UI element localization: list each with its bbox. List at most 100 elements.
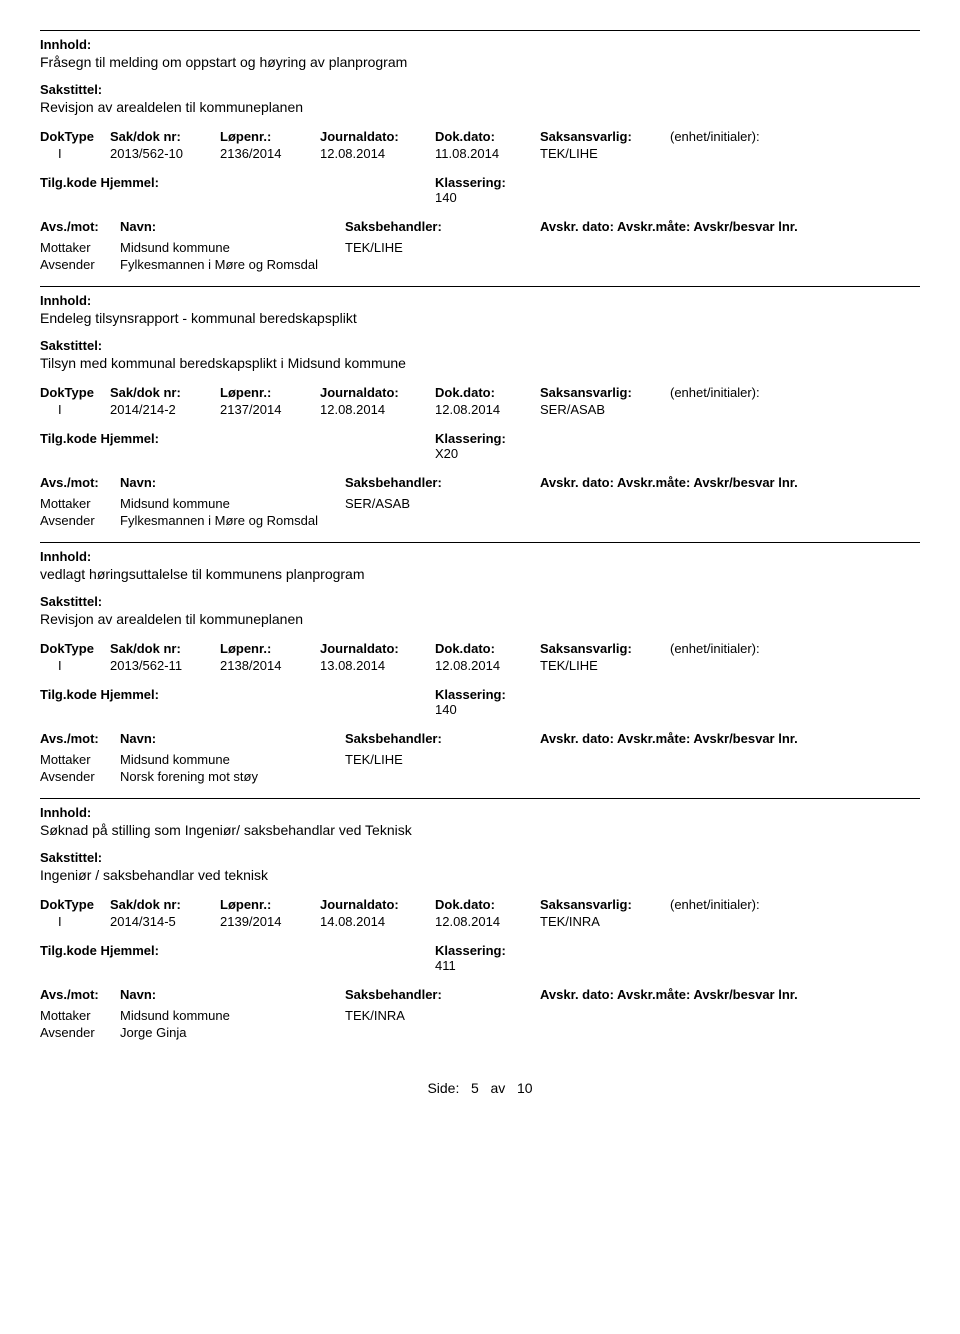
avskr-label: Avskr. dato: Avskr.måte: Avskr/besvar ln… bbox=[540, 475, 798, 490]
tilgkode-label: Tilg.kode bbox=[40, 943, 97, 958]
journal-record: Innhold: Endeleg tilsynsrapport - kommun… bbox=[40, 286, 920, 528]
avsmot-label: Avs./mot: bbox=[40, 475, 120, 490]
journaldato-value: 13.08.2014 bbox=[320, 658, 435, 673]
avskr-label: Avskr. dato: Avskr.måte: Avskr/besvar ln… bbox=[540, 219, 798, 234]
sakstittel-text: Ingeniør / saksbehandlar ved teknisk bbox=[40, 867, 920, 883]
journaldato-header: Journaldato: bbox=[320, 641, 435, 656]
mottaker-label: Mottaker bbox=[40, 240, 120, 255]
avsmot-label: Avs./mot: bbox=[40, 987, 120, 1002]
saksbehandler-value: TEK/INRA bbox=[345, 1008, 405, 1023]
lopenr-value: 2139/2014 bbox=[220, 914, 320, 929]
sakstittel-label: Sakstittel: bbox=[40, 850, 920, 865]
lopenr-header: Løpenr.: bbox=[220, 129, 320, 144]
enhet-header: (enhet/initialer): bbox=[670, 129, 760, 144]
saksansvarlig-header: Saksansvarlig: bbox=[540, 897, 670, 912]
dokdato-header: Dok.dato: bbox=[435, 897, 540, 912]
footer-sep: av bbox=[491, 1080, 506, 1096]
navn-label: Navn: bbox=[120, 475, 345, 490]
sakdok-header: Sak/dok nr: bbox=[110, 385, 220, 400]
saksbehandler-value: TEK/LIHE bbox=[345, 240, 403, 255]
klassering-value: 140 bbox=[435, 702, 506, 717]
lopenr-header: Løpenr.: bbox=[220, 641, 320, 656]
tilgkode-label: Tilg.kode bbox=[40, 431, 97, 446]
avsender-name: Fylkesmannen i Møre og Romsdal bbox=[120, 257, 345, 272]
avsender-label: Avsender bbox=[40, 769, 120, 784]
doktype-header: DokType bbox=[40, 129, 110, 144]
dokdato-header: Dok.dato: bbox=[435, 385, 540, 400]
journaldato-header: Journaldato: bbox=[320, 897, 435, 912]
avsender-label: Avsender bbox=[40, 513, 120, 528]
sakdok-value: 2014/214-2 bbox=[110, 402, 220, 417]
innhold-text: Søknad på stilling som Ingeniør/ saksbeh… bbox=[40, 822, 920, 838]
klassering-value: 140 bbox=[435, 190, 506, 205]
avsender-name: Jorge Ginja bbox=[120, 1025, 345, 1040]
lopenr-value: 2138/2014 bbox=[220, 658, 320, 673]
dokdato-value: 11.08.2014 bbox=[435, 146, 540, 161]
journaldato-value: 12.08.2014 bbox=[320, 402, 435, 417]
klassering-value: X20 bbox=[435, 446, 506, 461]
journaldato-header: Journaldato: bbox=[320, 129, 435, 144]
saksansvarlig-value: SER/ASAB bbox=[540, 402, 670, 417]
dokdato-value: 12.08.2014 bbox=[435, 914, 540, 929]
sakdok-header: Sak/dok nr: bbox=[110, 129, 220, 144]
enhet-header: (enhet/initialer): bbox=[670, 385, 760, 400]
avsmot-label: Avs./mot: bbox=[40, 219, 120, 234]
tilgkode-label: Tilg.kode bbox=[40, 175, 97, 190]
footer-total: 10 bbox=[517, 1080, 533, 1096]
doktype-header: DokType bbox=[40, 385, 110, 400]
journal-record: Innhold: Fråsegn til melding om oppstart… bbox=[40, 30, 920, 272]
hjemmel-label: Hjemmel: bbox=[100, 431, 159, 446]
avskr-label: Avskr. dato: Avskr.måte: Avskr/besvar ln… bbox=[540, 731, 798, 746]
sakstittel-text: Revisjon av arealdelen til kommuneplanen bbox=[40, 611, 920, 627]
doktype-header: DokType bbox=[40, 641, 110, 656]
saksbehandler-label: Saksbehandler: bbox=[345, 731, 540, 746]
saksansvarlig-header: Saksansvarlig: bbox=[540, 385, 670, 400]
mottaker-label: Mottaker bbox=[40, 496, 120, 511]
sakdok-header: Sak/dok nr: bbox=[110, 641, 220, 656]
saksbehandler-value: SER/ASAB bbox=[345, 496, 410, 511]
hjemmel-label: Hjemmel: bbox=[100, 175, 159, 190]
doktype-value: I bbox=[40, 402, 110, 417]
sakdok-value: 2013/562-10 bbox=[110, 146, 220, 161]
dokdato-header: Dok.dato: bbox=[435, 641, 540, 656]
saksansvarlig-value: TEK/INRA bbox=[540, 914, 670, 929]
klassering-label: Klassering: bbox=[435, 431, 506, 446]
sakdok-value: 2013/562-11 bbox=[110, 658, 220, 673]
journaldato-header: Journaldato: bbox=[320, 385, 435, 400]
klassering-value: 411 bbox=[435, 958, 506, 973]
saksbehandler-value: TEK/LIHE bbox=[345, 752, 403, 767]
innhold-label: Innhold: bbox=[40, 549, 920, 564]
journaldato-value: 12.08.2014 bbox=[320, 146, 435, 161]
mottaker-name: Midsund kommune bbox=[120, 496, 345, 511]
sakstittel-label: Sakstittel: bbox=[40, 82, 920, 97]
dokdato-header: Dok.dato: bbox=[435, 129, 540, 144]
innhold-label: Innhold: bbox=[40, 805, 920, 820]
saksansvarlig-header: Saksansvarlig: bbox=[540, 129, 670, 144]
saksansvarlig-value: TEK/LIHE bbox=[540, 658, 670, 673]
dokdato-value: 12.08.2014 bbox=[435, 402, 540, 417]
mottaker-name: Midsund kommune bbox=[120, 240, 345, 255]
innhold-text: vedlagt høringsuttalelse til kommunens p… bbox=[40, 566, 920, 582]
klassering-label: Klassering: bbox=[435, 687, 506, 702]
hjemmel-label: Hjemmel: bbox=[100, 687, 159, 702]
lopenr-header: Løpenr.: bbox=[220, 385, 320, 400]
innhold-text: Endeleg tilsynsrapport - kommunal bereds… bbox=[40, 310, 920, 326]
innhold-label: Innhold: bbox=[40, 37, 920, 52]
doktype-value: I bbox=[40, 146, 110, 161]
lopenr-header: Løpenr.: bbox=[220, 897, 320, 912]
doktype-value: I bbox=[40, 658, 110, 673]
navn-label: Navn: bbox=[120, 219, 345, 234]
journal-record: Innhold: Søknad på stilling som Ingeniør… bbox=[40, 798, 920, 1040]
doktype-value: I bbox=[40, 914, 110, 929]
saksansvarlig-header: Saksansvarlig: bbox=[540, 641, 670, 656]
saksbehandler-label: Saksbehandler: bbox=[345, 987, 540, 1002]
hjemmel-label: Hjemmel: bbox=[100, 943, 159, 958]
dokdato-value: 12.08.2014 bbox=[435, 658, 540, 673]
tilgkode-label: Tilg.kode bbox=[40, 687, 97, 702]
avsmot-label: Avs./mot: bbox=[40, 731, 120, 746]
saksansvarlig-value: TEK/LIHE bbox=[540, 146, 670, 161]
sakstittel-label: Sakstittel: bbox=[40, 594, 920, 609]
mottaker-label: Mottaker bbox=[40, 752, 120, 767]
sakdok-value: 2014/314-5 bbox=[110, 914, 220, 929]
navn-label: Navn: bbox=[120, 987, 345, 1002]
